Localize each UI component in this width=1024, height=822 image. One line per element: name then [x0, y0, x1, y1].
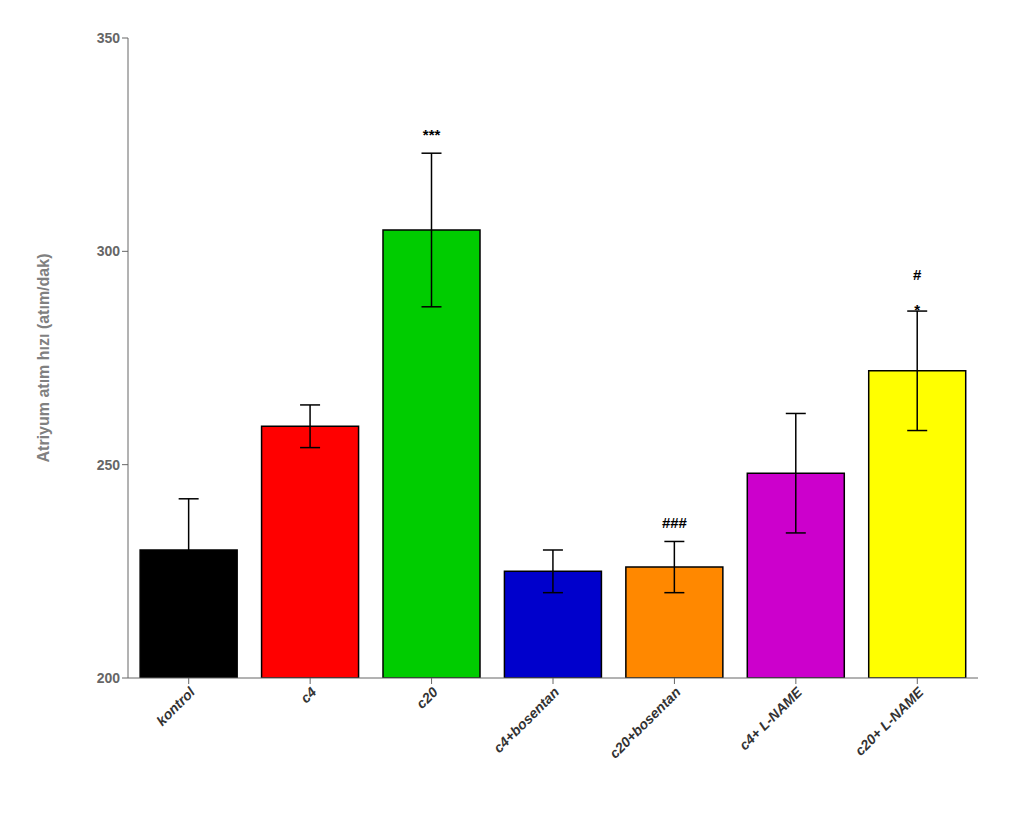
svg-text:c4: c4: [297, 684, 319, 706]
svg-text:200: 200: [97, 670, 121, 686]
svg-text:Atriyum atım hızı (atım/dak): Atriyum atım hızı (atım/dak): [35, 254, 52, 463]
svg-text:*: *: [914, 301, 920, 318]
svg-text:300: 300: [97, 243, 121, 259]
svg-text:250: 250: [97, 457, 121, 473]
svg-text:#: #: [913, 266, 922, 283]
svg-text:c20+bosentan: c20+bosentan: [606, 684, 684, 762]
svg-text:c20: c20: [413, 684, 441, 712]
svg-text:c4+ L-NAME: c4+ L-NAME: [736, 683, 806, 753]
svg-text:###: ###: [662, 514, 688, 531]
svg-text:c20+ L-NAME: c20+ L-NAME: [852, 683, 927, 758]
svg-text:***: ***: [423, 126, 441, 143]
svg-text:kontrol: kontrol: [153, 683, 199, 729]
svg-text:350: 350: [97, 30, 121, 46]
svg-text:c4+bosentan: c4+bosentan: [490, 684, 562, 756]
